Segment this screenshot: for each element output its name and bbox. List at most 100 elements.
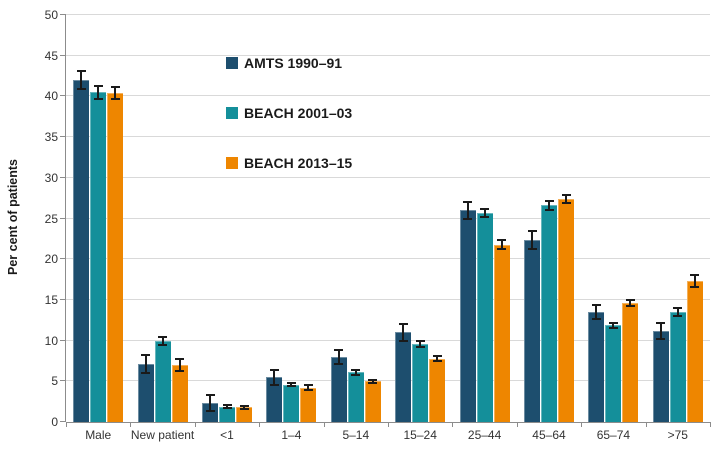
error-bar-cap-bottom [398,339,408,342]
error-bar-cap-top [286,381,296,384]
error-bar-cap-bottom [415,346,425,349]
gridline [66,217,710,219]
bar [202,403,218,422]
error-bar-cap-top [141,354,151,357]
x-category-label: 15–24 [403,428,437,442]
bar [605,325,622,422]
error-bar-line [97,85,100,99]
error-bar-cap-top [205,394,215,397]
x-category-label: 5–14 [342,428,370,442]
bar [524,239,540,422]
error-bar-cap-top [673,307,683,310]
error-bar-line [402,324,405,341]
error-bar-cap-top [608,321,618,324]
x-category-label: 65–74 [596,428,631,442]
bar [669,312,686,422]
error-bar-cap-bottom [110,97,120,100]
gridline [66,298,710,300]
bar [429,358,446,422]
error-bar-line [226,404,228,409]
error-bar-line [483,208,486,217]
legend-label: AMTS 1990–91 [244,55,343,71]
bar [395,332,412,422]
bar [412,343,429,422]
x-category-label: Male [85,428,112,442]
gridline [66,380,710,382]
error-bar-cap-bottom [463,217,473,220]
error-bar-line [114,87,117,99]
error-bar-cap-bottom [625,305,635,308]
y-tick-label: 15 [44,292,58,307]
error-bar-line [531,230,533,249]
legend-label: BEACH 2013–15 [244,155,353,171]
error-bar-line [80,71,83,90]
y-tick-mark [60,298,66,300]
x-tick-mark [710,422,711,427]
bar [476,212,493,422]
x-category-label: 1–4 [281,428,302,442]
error-bar-cap-top [690,274,700,277]
bar [219,406,235,422]
bar [154,340,171,422]
y-tick-label: 20 [44,252,58,267]
error-bar-cap-bottom [608,326,618,329]
error-bar-line [337,349,340,365]
x-tick-mark [388,422,389,427]
error-bar-cap-top [175,358,185,361]
bar [107,93,124,422]
y-tick-mark [60,421,66,422]
bar [90,92,107,422]
error-bar-line [243,406,245,409]
x-tick-mark [66,422,67,427]
error-bar-line [595,304,598,320]
gridline [66,176,710,178]
error-bar-line [612,322,615,328]
gridline [66,339,710,341]
gridline [66,258,710,260]
x-tick-mark [259,422,261,427]
error-bar-cap-top [625,298,635,301]
y-tick-mark [60,136,66,138]
bar [300,387,317,422]
error-bar-cap-top [303,384,313,387]
error-bar-line [629,299,632,307]
bar [459,210,476,422]
error-bar-line [548,201,550,210]
error-bar-cap-bottom [303,389,313,392]
bar [558,198,574,422]
y-tick-mark [60,54,66,56]
legend-swatch [226,157,238,169]
error-bar-cap-top [432,355,442,358]
error-bar-cap-top [93,84,103,87]
x-category-label: 25–44 [467,428,502,442]
error-bar-cap-bottom [561,202,571,205]
y-tick-mark [60,95,66,97]
error-bar-cap-bottom [544,208,554,211]
y-tick-label: 25 [44,211,58,226]
y-tick-label: 45 [44,48,58,63]
y-tick-label: 0 [51,415,58,429]
error-bar-cap-bottom [76,88,86,91]
error-bar-cap-bottom [158,343,168,346]
error-bar-cap-bottom [497,247,507,250]
error-bar-cap-bottom [175,369,185,372]
error-bar-line [659,322,662,339]
error-bar-cap-bottom [93,97,103,100]
error-bar-cap-top [497,239,507,242]
x-tick-mark [516,422,518,427]
bar [652,330,669,422]
y-tick-mark [60,339,66,341]
error-bar-cap-bottom [205,410,215,413]
y-tick-mark [60,14,66,15]
error-bar-cap-top [368,378,378,381]
y-axis-line [65,15,66,422]
error-bar-line [371,379,374,383]
error-bar-line [209,395,211,412]
legend-label: BEACH 2001–03 [244,105,353,121]
error-bar-line [565,194,567,204]
error-bar-cap-top [158,335,168,338]
error-bar-cap-bottom [286,385,296,388]
gridline [66,95,710,97]
error-bar-cap-top [222,403,232,406]
